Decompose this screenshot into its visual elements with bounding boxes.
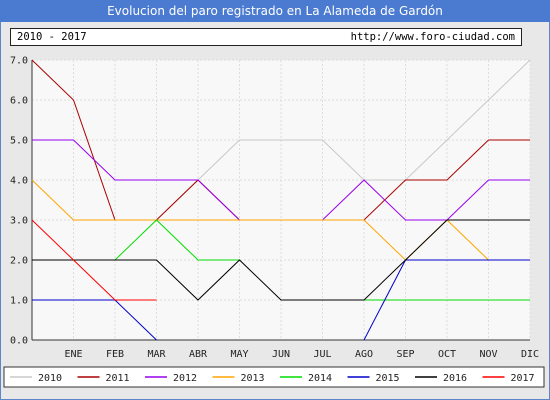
legend-label-2010: 2010 xyxy=(38,373,62,384)
legend: 2010 2011 2012 2013 2014 2015 2016 2017 xyxy=(3,366,545,388)
source-url: http://www.foro-ciudad.com xyxy=(350,31,515,43)
legend-label-2013: 2013 xyxy=(241,373,265,384)
legend-label-2017: 2017 xyxy=(511,373,535,384)
y-tick-label: 1.0 xyxy=(10,296,28,307)
y-tick-label: 5.0 xyxy=(10,136,28,147)
series-line-2016 xyxy=(32,219,530,301)
x-tick-label: OCT xyxy=(438,349,456,360)
x-tick-label: MAR xyxy=(147,349,166,360)
legend-label-2012: 2012 xyxy=(173,373,197,384)
legend-label-2014: 2014 xyxy=(308,373,332,384)
legend-label-2016: 2016 xyxy=(443,373,467,384)
x-tick-label: MAY xyxy=(230,349,248,360)
y-tick-label: 0.0 xyxy=(10,336,28,347)
series-lines xyxy=(31,59,531,341)
y-tick-label: 7.0 xyxy=(10,56,28,67)
x-tick-label: JUN xyxy=(272,349,290,360)
x-tick-label: JUL xyxy=(313,349,331,360)
x-tick-labels: ENE FEB MAR ABR MAY JUN JUL AGO SEP OCT NOV DIC xyxy=(64,349,539,360)
x-tick-label: SEP xyxy=(396,349,414,360)
series-line-2017 xyxy=(31,219,157,301)
legend-label-2015: 2015 xyxy=(376,373,400,384)
x-tick-label: ENE xyxy=(64,349,82,360)
series-line-2014 xyxy=(114,219,240,261)
y-tick-label: 4.0 xyxy=(10,176,28,187)
y-tick-label: 3.0 xyxy=(10,216,28,227)
series-line-2015 xyxy=(363,259,530,341)
x-tick-label: FEB xyxy=(106,349,124,360)
chart-title: Evolucion del paro registrado en La Alam… xyxy=(0,0,550,22)
y-tick-label: 2.0 xyxy=(10,256,28,267)
x-tick-label: AGO xyxy=(355,349,373,360)
info-box: 2010 - 2017 http://www.foro-ciudad.com xyxy=(10,28,522,46)
x-tick-label: ABR xyxy=(189,349,208,360)
y-tick-label: 6.0 xyxy=(10,96,28,107)
series-line-2015 xyxy=(32,299,157,341)
period-label: 2010 - 2017 xyxy=(17,31,87,43)
y-tick-labels: 0.0 1.0 2.0 3.0 4.0 5.0 6.0 7.0 xyxy=(10,56,28,347)
legend-label-2011: 2011 xyxy=(106,373,130,384)
x-tick-label: DIC xyxy=(521,349,539,360)
axes xyxy=(31,60,530,341)
legend-box xyxy=(3,366,545,388)
series-line-2010 xyxy=(156,59,531,221)
x-tick-label: NOV xyxy=(479,349,497,360)
